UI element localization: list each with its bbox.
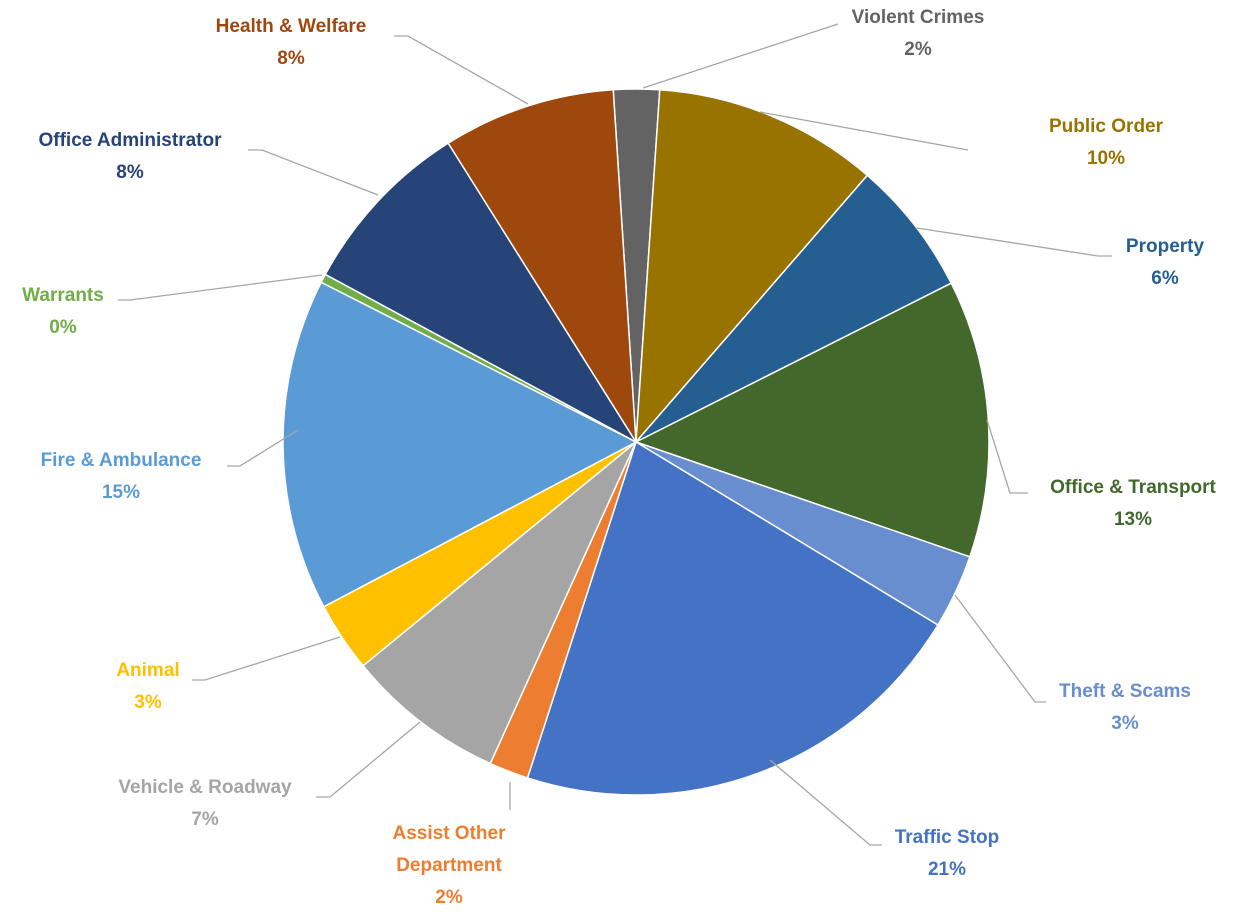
leader-line: [118, 274, 323, 301]
slice-value-label: 13%: [1114, 509, 1152, 530]
slice-value-label: 6%: [1151, 268, 1179, 289]
leader-line: [769, 759, 882, 846]
slice-label: Violent Crimes: [852, 7, 985, 28]
slice-label: Property: [1126, 236, 1205, 257]
leader-line: [954, 594, 1046, 703]
slice-label: Theft & Scams: [1059, 681, 1191, 702]
slice-value-label: 10%: [1087, 148, 1125, 169]
leader-line: [248, 149, 379, 196]
pie-slice: [324, 142, 639, 445]
slice-label: Traffic Stop: [895, 827, 1000, 848]
pie-slice: [526, 440, 939, 796]
pie-slice: [635, 89, 869, 445]
slice-label: Office Administrator: [39, 130, 223, 151]
slice-label: Fire & Ambulance: [41, 450, 202, 471]
slice-value-label: 0%: [49, 317, 77, 338]
leader-line: [192, 636, 341, 681]
leader-line: [916, 227, 1112, 257]
slice-value-label: 8%: [116, 162, 144, 183]
slice-value-label: 2%: [435, 887, 463, 908]
slice-label: Animal: [116, 660, 179, 681]
slice-label: Public Order: [1049, 116, 1164, 137]
slice-value-label: 7%: [191, 809, 219, 830]
leader-line: [394, 35, 529, 105]
pie-slice: [635, 174, 953, 443]
leader-line: [642, 23, 839, 89]
pie-slice: [447, 88, 637, 443]
slice-value-label: 21%: [928, 859, 966, 880]
slice-label: Assist Other Department: [393, 823, 507, 876]
leader-line: [986, 419, 1028, 494]
slice-value-label: 2%: [904, 39, 932, 60]
slice-label: Warrants: [22, 285, 104, 306]
slice-label: Office & Transport: [1050, 477, 1216, 498]
slice-label: Health & Welfare: [216, 16, 367, 37]
leader-line: [227, 429, 299, 467]
leader-line: [316, 721, 421, 798]
pie-slice: [634, 282, 990, 558]
leader-line: [759, 111, 969, 151]
slice-label: Vehicle & Roadway: [118, 777, 292, 798]
slice-value-label: 3%: [1111, 713, 1139, 734]
pie-slice: [361, 441, 637, 765]
slice-value-label: 15%: [102, 482, 140, 503]
slice-value-label: 3%: [134, 692, 162, 713]
pie-slice: [282, 281, 638, 608]
slice-value-label: 8%: [277, 48, 305, 69]
